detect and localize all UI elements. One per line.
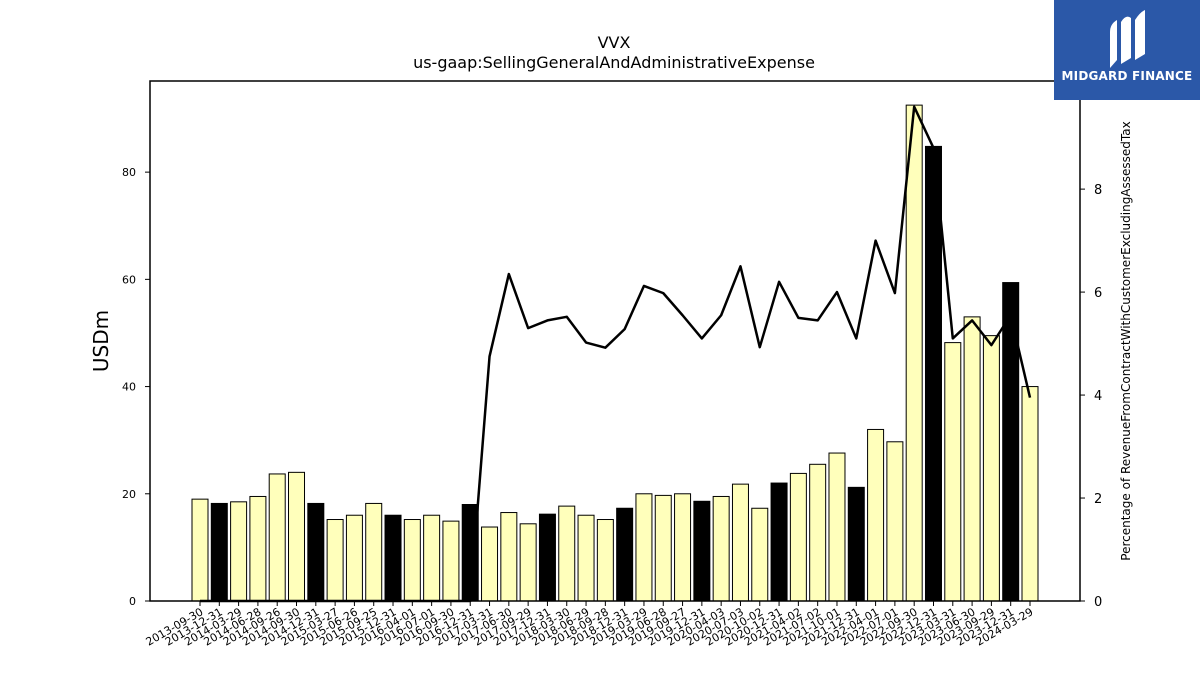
bar xyxy=(616,507,634,602)
bar xyxy=(268,473,286,602)
bar xyxy=(654,494,672,602)
y-tick-label: 60 xyxy=(122,273,136,286)
y-tick-label: 40 xyxy=(122,381,136,394)
y2-tick-label: 0 xyxy=(1094,595,1102,610)
bar xyxy=(442,520,460,602)
bar xyxy=(751,507,769,602)
bar xyxy=(731,483,749,602)
bar xyxy=(674,493,692,602)
bar xyxy=(345,514,363,602)
bar xyxy=(982,335,1000,602)
bar xyxy=(770,482,788,602)
series-line xyxy=(200,105,1032,603)
bar xyxy=(230,501,248,602)
bar xyxy=(326,519,344,602)
bar xyxy=(712,495,730,602)
bar xyxy=(210,502,228,602)
y-tick-label: 20 xyxy=(122,488,136,501)
chart-subtitle: us-gaap:SellingGeneralAndAdministrativeE… xyxy=(413,53,815,72)
logo-text: MIDGARD FINANCE xyxy=(1061,69,1193,83)
bar xyxy=(963,316,981,602)
bar xyxy=(403,519,421,602)
bar xyxy=(789,472,807,602)
plot-frame xyxy=(149,80,1081,602)
bar xyxy=(1021,386,1039,602)
bar xyxy=(635,493,653,602)
bar xyxy=(905,104,923,602)
midgard-logo-icon xyxy=(1110,10,1145,68)
y2-tick-label: 2 xyxy=(1094,492,1102,507)
bar xyxy=(481,526,499,602)
bar xyxy=(596,519,614,602)
bar xyxy=(867,428,885,602)
bar xyxy=(191,498,209,602)
bar xyxy=(944,342,962,602)
bar xyxy=(538,513,556,602)
bar xyxy=(519,523,537,602)
y2-axis-label: Percentage of RevenueFromContractWithCus… xyxy=(1119,121,1133,560)
bar xyxy=(577,514,595,602)
bar xyxy=(1002,282,1020,602)
y2-tick-label: 4 xyxy=(1094,389,1102,404)
bar xyxy=(384,514,402,602)
y-axis-label: USDm xyxy=(89,310,113,372)
bar xyxy=(886,441,904,602)
bar xyxy=(423,514,441,602)
bar xyxy=(288,471,306,602)
bar xyxy=(828,452,846,602)
y-tick-label: 0 xyxy=(129,595,136,608)
bar xyxy=(365,502,383,602)
bar xyxy=(558,505,576,602)
logo: MIDGARD FINANCE xyxy=(1054,0,1200,100)
bar xyxy=(249,495,267,602)
y2-tick-label: 6 xyxy=(1094,286,1102,301)
y2-tick-label: 8 xyxy=(1094,183,1102,198)
bar xyxy=(809,463,827,602)
y-tick-label: 80 xyxy=(122,166,136,179)
bar xyxy=(847,486,865,602)
bar xyxy=(307,502,325,602)
plot-area: 020406080024682013-09-302013-12-312014-0… xyxy=(122,80,1102,649)
bar xyxy=(693,500,711,602)
bar xyxy=(500,512,518,602)
chart-title: VVX xyxy=(598,33,631,52)
